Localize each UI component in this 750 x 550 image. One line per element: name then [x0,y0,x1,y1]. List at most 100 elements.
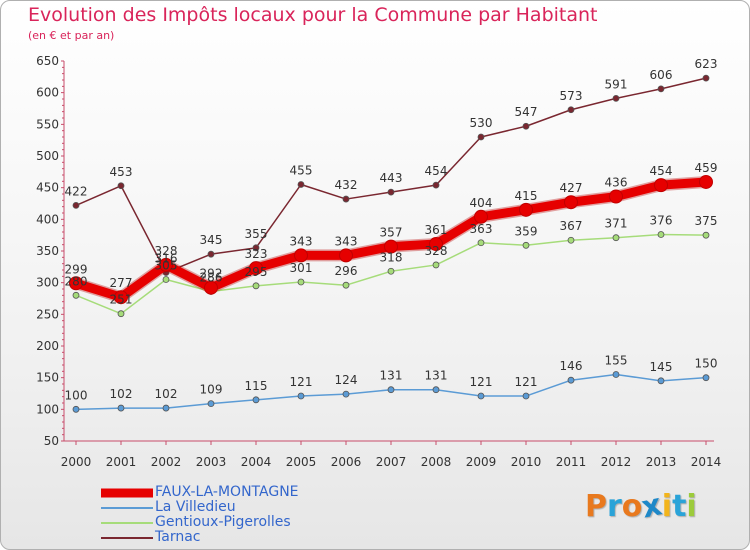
x-tick-label-2002: 2002 [151,455,182,469]
data-label-tarnac-2009: 530 [470,116,493,130]
data-label-faux-la-montagne-2003: 292 [200,267,223,281]
data-label-la-villedieu-2007: 131 [380,369,403,383]
data-point-tarnac-2006 [342,195,350,203]
data-point-faux-la-montagne-2000 [69,276,83,291]
data-point-gentioux-pigerolles-2014 [702,231,710,239]
data-label-la-villedieu-2000: 100 [65,388,88,402]
data-label-faux-la-montagne-2013: 454 [650,164,673,178]
data-point-gentioux-pigerolles-2000 [72,291,80,299]
data-point-faux-la-montagne-2008 [429,237,443,252]
data-point-faux-la-montagne-2012 [609,189,623,204]
data-label-gentioux-pigerolles-2006: 296 [335,264,358,278]
data-point-tarnac-2008 [432,181,440,189]
x-tick-label-2009: 2009 [466,455,497,469]
data-label-la-villedieu-2012: 155 [605,354,628,368]
data-label-la-villedieu-2005: 121 [290,375,313,389]
data-label-faux-la-montagne-2000: 299 [65,262,88,276]
x-tick-label-2006: 2006 [331,455,362,469]
y-tick-label-50: 50 [44,434,59,448]
data-point-gentioux-pigerolles-2011 [567,236,575,244]
data-label-gentioux-pigerolles-2008: 328 [425,244,448,258]
data-label-gentioux-pigerolles-2007: 318 [380,250,403,264]
y-tick-label-500: 500 [36,149,59,163]
data-label-la-villedieu-2014: 150 [695,357,718,371]
data-point-la-villedieu-2001 [117,404,125,412]
y-tick-label-150: 150 [36,371,59,385]
data-label-gentioux-pigerolles-2003: 286 [200,271,223,285]
data-point-gentioux-pigerolles-2002 [162,276,170,283]
y-tick-label-300: 300 [36,276,59,290]
data-point-gentioux-pigerolles-2013 [657,231,665,238]
data-label-tarnac-2000: 422 [65,184,88,198]
data-point-faux-la-montagne-2007 [384,239,398,254]
data-label-la-villedieu-2002: 102 [155,387,178,401]
data-label-la-villedieu-2010: 121 [515,375,538,389]
data-label-tarnac-2010: 547 [515,105,538,119]
x-tick-label-2011: 2011 [556,455,587,469]
data-point-la-villedieu-2000 [72,405,80,413]
data-point-faux-la-montagne-2014 [699,174,713,189]
data-label-tarnac-2013: 606 [650,68,673,82]
data-label-gentioux-pigerolles-2000: 280 [65,274,88,288]
legend-swatch-gentioux-pigerolles [101,521,153,524]
data-label-tarnac-2014: 623 [695,57,718,71]
x-tick-label-2007: 2007 [376,455,407,469]
data-point-tarnac-2001 [117,182,125,190]
data-point-gentioux-pigerolles-2007 [387,267,395,275]
data-point-gentioux-pigerolles-2006 [342,281,350,289]
data-point-gentioux-pigerolles-2010 [522,241,530,249]
data-label-faux-la-montagne-2005: 343 [290,234,313,248]
legend-swatch-la-villedieu [101,506,153,509]
data-label-la-villedieu-2006: 124 [335,373,358,387]
legend-swatch-faux-la-montagne [101,488,153,497]
y-tick-label-450: 450 [36,181,59,195]
data-label-tarnac-2005: 455 [290,164,313,178]
proxiti-logo: Proxiti [585,487,697,525]
data-point-la-villedieu-2009 [477,392,485,400]
data-label-tarnac-2008: 454 [425,164,448,178]
data-label-gentioux-pigerolles-2001: 251 [110,293,133,307]
data-point-tarnac-2013 [657,85,665,93]
data-label-tarnac-2012: 591 [605,77,628,91]
data-point-la-villedieu-2012 [612,371,620,378]
data-label-la-villedieu-2004: 115 [245,379,268,393]
legend-label-tarnac: Tarnac [155,529,201,545]
x-tick-label-2013: 2013 [646,455,677,469]
data-label-faux-la-montagne-2014: 459 [695,161,718,175]
data-label-gentioux-pigerolles-2013: 376 [650,214,673,228]
data-point-tarnac-2010 [522,122,530,130]
data-point-faux-la-montagne-2001 [114,290,128,305]
data-point-la-villedieu-2007 [387,386,395,394]
data-point-tarnac-2012 [612,94,620,102]
y-tick-label-650: 650 [36,54,59,68]
data-point-la-villedieu-2006 [342,390,350,398]
data-label-faux-la-montagne-2002: 328 [155,244,178,258]
data-point-faux-la-montagne-2006 [339,248,353,263]
data-point-faux-la-montagne-2009 [474,209,488,224]
x-tick-label-2004: 2004 [241,455,272,469]
data-point-faux-la-montagne-2003 [204,280,218,295]
data-point-tarnac-2009 [477,133,485,141]
data-label-faux-la-montagne-2007: 357 [380,226,403,240]
data-point-la-villedieu-2003 [207,400,215,408]
data-point-la-villedieu-2014 [702,374,710,382]
data-label-tarnac-2003: 345 [200,233,223,247]
data-label-tarnac-2001: 453 [110,165,133,179]
data-point-la-villedieu-2010 [522,392,530,400]
data-label-tarnac-2002: 316 [155,252,178,266]
data-label-faux-la-montagne-2006: 343 [335,234,358,248]
data-label-gentioux-pigerolles-2010: 359 [515,224,538,238]
y-tick-label-250: 250 [36,307,59,321]
data-point-faux-la-montagne-2002 [159,257,173,272]
data-point-tarnac-2005 [297,181,305,188]
chart-title: Evolution des Impôts locaux pour la Comm… [28,4,598,26]
legend-label-gentioux-pigerolles: Gentioux-Pigerolles [155,514,291,530]
data-point-gentioux-pigerolles-2005 [297,278,305,286]
data-point-gentioux-pigerolles-2001 [117,310,125,318]
data-label-la-villedieu-2008: 131 [425,369,448,383]
data-label-faux-la-montagne-2012: 436 [605,176,628,190]
logo-letter: P [585,489,607,524]
data-point-la-villedieu-2011 [567,376,575,384]
